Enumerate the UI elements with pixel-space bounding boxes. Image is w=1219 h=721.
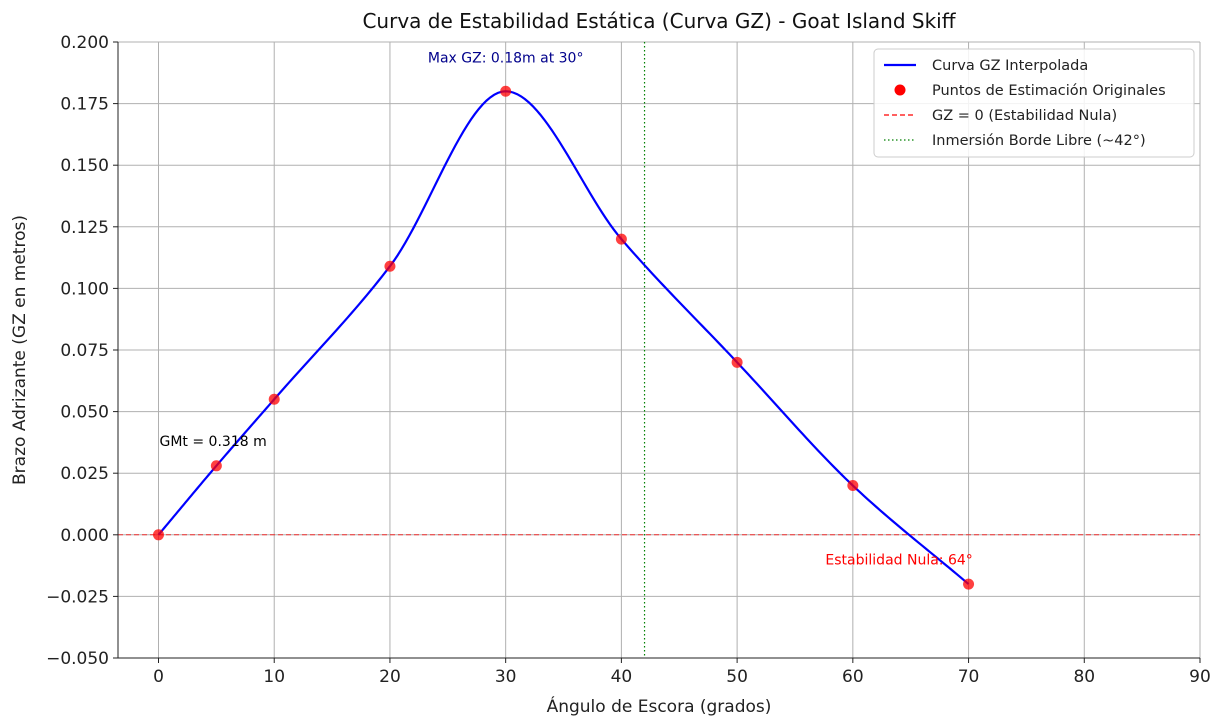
- gmt-annotation: GMt = 0.318 m: [160, 434, 267, 450]
- x-tick-label: 20: [379, 667, 401, 687]
- y-tick-label: 0.175: [60, 95, 109, 115]
- legend-swatch-dot: [894, 84, 906, 96]
- x-tick-label: 0: [153, 667, 164, 687]
- x-tick-label: 80: [1073, 667, 1095, 687]
- y-tick-label: −0.025: [46, 587, 109, 607]
- x-axis-ticks: 0 10 20 30 40 50 60 70 80 90: [153, 658, 1211, 687]
- legend-label: Curva GZ Interpolada: [932, 58, 1088, 74]
- scatter-points: [153, 85, 975, 590]
- y-axis-ticks: −0.050 −0.025 0.000 0.025 0.050 0.075 0.100 0.1…: [46, 33, 118, 669]
- null-stability-annotation: Estabilidad Nula: 64°: [825, 552, 972, 568]
- x-tick-label: 70: [958, 667, 980, 687]
- y-tick-label: −0.050: [46, 649, 109, 669]
- legend-label: Puntos de Estimación Originales: [932, 83, 1166, 99]
- data-point: [500, 85, 512, 97]
- annotations: Max GZ: 0.18m at 30° GMt = 0.318 m Estabil…: [160, 50, 973, 568]
- legend: Curva GZ Interpolada Puntos de Estimación…: [873, 48, 1195, 158]
- y-tick-label: 0.075: [60, 341, 109, 361]
- data-point: [731, 356, 743, 368]
- data-point: [210, 460, 222, 472]
- y-tick-label: 0.100: [60, 279, 109, 299]
- reference-lines: [118, 42, 1200, 658]
- x-tick-label: 10: [263, 667, 285, 687]
- y-tick-label: 0.150: [60, 156, 109, 176]
- data-point: [268, 393, 280, 405]
- max-gz-annotation: Max GZ: 0.18m at 30°: [428, 50, 584, 66]
- y-tick-label: 0.200: [60, 33, 109, 53]
- x-tick-label: 40: [611, 667, 633, 687]
- y-axis-label: Brazo Adrizante (GZ en metros): [10, 215, 30, 485]
- legend-box: [873, 48, 1195, 158]
- x-axis-label: Ángulo de Escora (grados): [547, 695, 772, 717]
- x-tick-label: 50: [726, 667, 748, 687]
- data-point: [847, 480, 859, 492]
- data-point: [963, 578, 975, 590]
- legend-label: GZ = 0 (Estabilidad Nula): [932, 108, 1117, 124]
- legend-label: Inmersión Borde Libre (~42°): [932, 133, 1146, 149]
- x-tick-label: 60: [842, 667, 864, 687]
- y-tick-label: 0.050: [60, 403, 109, 423]
- chart-title: Curva de Estabilidad Estática (Curva GZ)…: [362, 9, 956, 33]
- y-tick-label: 0.025: [60, 464, 109, 484]
- data-point: [153, 529, 165, 541]
- x-tick-label: 30: [495, 667, 517, 687]
- y-tick-label: 0.000: [60, 526, 109, 546]
- y-tick-label: 0.125: [60, 218, 109, 238]
- x-tick-label: 90: [1189, 667, 1211, 687]
- data-point: [384, 260, 396, 272]
- data-point: [615, 233, 627, 245]
